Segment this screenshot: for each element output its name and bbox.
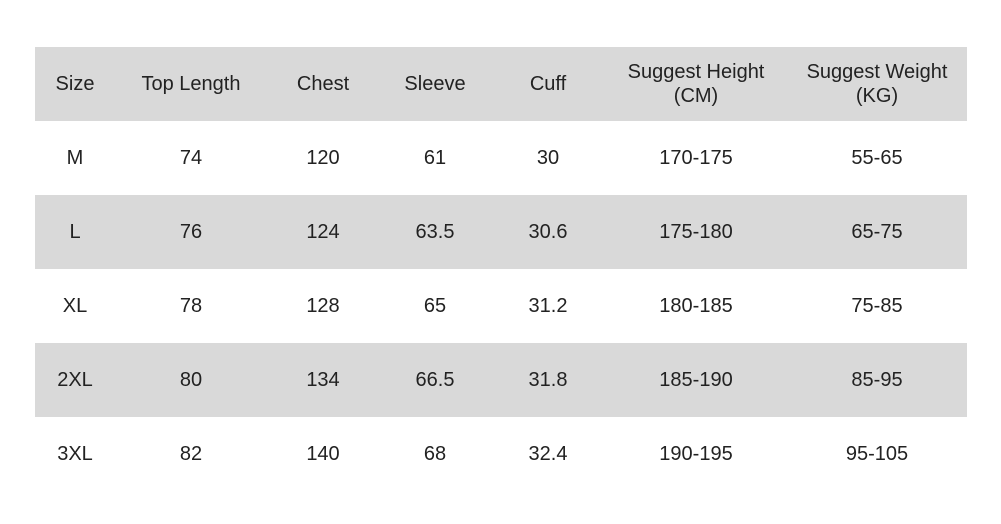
cell-top-length: 76 (179, 221, 203, 243)
cell-size: L (69, 221, 81, 243)
cell-chest: 140 (306, 443, 340, 465)
header-chest: Chest (296, 73, 350, 95)
cell-cuff: 30 (536, 147, 560, 169)
table-row: 3XL 82 140 68 32.4 190-195 95-105 (35, 417, 967, 491)
cell-top-length: 74 (179, 147, 203, 169)
cell-suggest-weight: 55-65 (851, 147, 903, 169)
cell-suggest-height: 185-190 (659, 369, 733, 391)
size-chart-table: Size Top Length Chest Sleeve Cuff Sugges… (35, 47, 967, 491)
cell-size: 3XL (57, 443, 93, 465)
cell-chest: 128 (306, 295, 340, 317)
table-row: M 74 120 61 30 170-175 55-65 (35, 121, 967, 195)
cell-cuff: 31.8 (528, 369, 568, 391)
header-cuff: Cuff (529, 73, 567, 95)
cell-sleeve: 63.5 (415, 221, 455, 243)
cell-top-length: 80 (179, 369, 203, 391)
table-row: L 76 124 63.5 30.6 175-180 65-75 (35, 195, 967, 269)
cell-suggest-weight: 75-85 (851, 295, 903, 317)
cell-sleeve: 66.5 (415, 369, 455, 391)
cell-suggest-weight: 85-95 (851, 369, 903, 391)
cell-chest: 124 (306, 221, 340, 243)
cell-size: 2XL (57, 369, 93, 391)
cell-chest: 134 (306, 369, 340, 391)
header-top-length: Top Length (141, 73, 241, 95)
cell-top-length: 82 (179, 443, 203, 465)
cell-chest: 120 (306, 147, 340, 169)
cell-sleeve: 65 (423, 295, 447, 317)
header-suggest-height: Suggest Height (CM) (627, 61, 765, 107)
header-size: Size (55, 73, 95, 95)
cell-suggest-height: 170-175 (659, 147, 733, 169)
table-row: XL 78 128 65 31.2 180-185 75-85 (35, 269, 967, 343)
cell-cuff: 31.2 (528, 295, 568, 317)
header-row: Size Top Length Chest Sleeve Cuff Sugges… (35, 47, 967, 121)
cell-suggest-weight: 65-75 (851, 221, 903, 243)
cell-size: XL (62, 295, 88, 317)
cell-cuff: 32.4 (528, 443, 568, 465)
cell-sleeve: 68 (423, 443, 447, 465)
cell-suggest-height: 180-185 (659, 295, 733, 317)
cell-suggest-weight: 95-105 (845, 443, 909, 465)
cell-cuff: 30.6 (528, 221, 568, 243)
cell-top-length: 78 (179, 295, 203, 317)
header-sleeve: Sleeve (404, 73, 466, 95)
cell-suggest-height: 175-180 (659, 221, 733, 243)
cell-suggest-height: 190-195 (659, 443, 733, 465)
header-suggest-weight: Suggest Weight (KG) (806, 61, 948, 107)
cell-sleeve: 61 (423, 147, 447, 169)
table-row: 2XL 80 134 66.5 31.8 185-190 85-95 (35, 343, 967, 417)
cell-size: M (66, 147, 84, 169)
